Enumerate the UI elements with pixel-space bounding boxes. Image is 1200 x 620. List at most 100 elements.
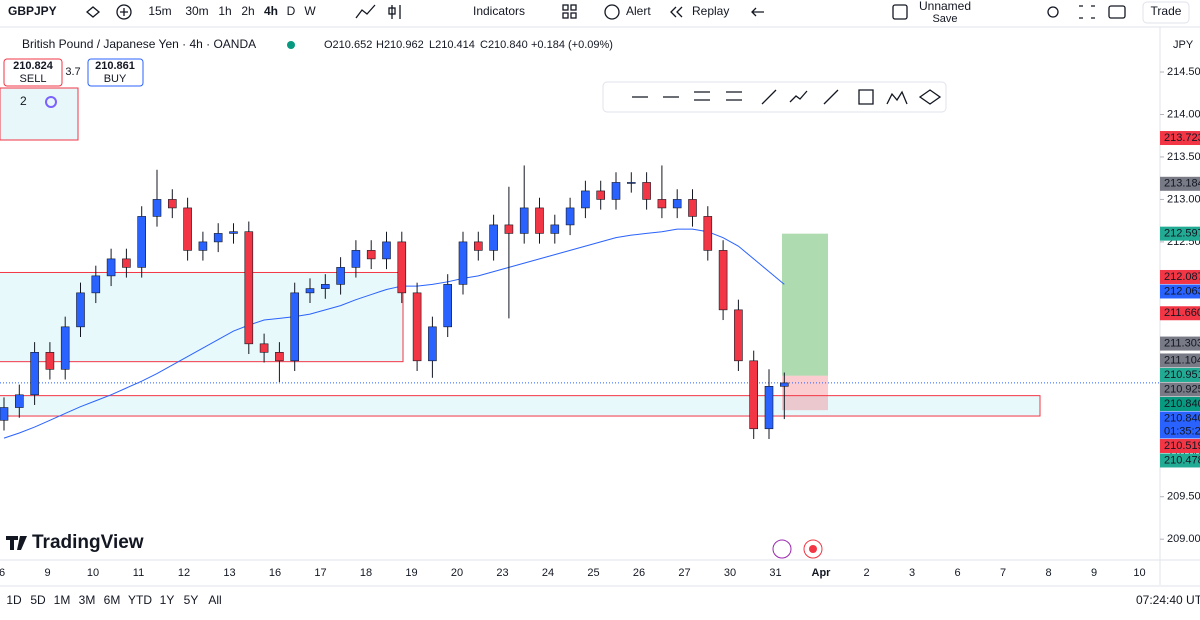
- x-tick-label: 2: [863, 567, 869, 579]
- range-button[interactable]: All: [208, 593, 221, 607]
- buy-price: 210.861: [95, 60, 135, 72]
- candle-body: [30, 352, 39, 396]
- candle-body: [443, 284, 453, 328]
- layout-name: Unnamed: [919, 0, 971, 13]
- replay[interactable]: Replay: [692, 4, 729, 18]
- price-badge-label: 212.063: [1164, 285, 1200, 297]
- price-badge: [1160, 438, 1200, 453]
- flash-icon[interactable]: [772, 539, 792, 559]
- candle-body: [106, 258, 116, 277]
- interval[interactable]: 15m: [148, 4, 171, 18]
- candle-body: [749, 360, 759, 430]
- price-badge: [1160, 269, 1200, 284]
- x-tick-label: 17: [314, 567, 326, 579]
- currency: JPY: [1173, 39, 1194, 51]
- interval[interactable]: 4h: [264, 4, 278, 18]
- legend-high: H210.962: [376, 39, 424, 51]
- price-badge: [1160, 367, 1200, 382]
- interval[interactable]: D: [287, 4, 296, 18]
- candle-body: [76, 292, 85, 328]
- sell-button[interactable]: [3, 58, 63, 87]
- price-badge: [1160, 411, 1200, 439]
- range-button[interactable]: 5D: [30, 593, 46, 607]
- range-button[interactable]: 3M: [79, 593, 96, 607]
- quantity: 2: [20, 94, 27, 108]
- candle-body: [213, 233, 223, 243]
- record-icon[interactable]: [803, 539, 823, 559]
- x-tick-label: 30: [724, 567, 736, 579]
- interval[interactable]: 30m: [185, 4, 208, 18]
- buy-button[interactable]: [87, 58, 144, 87]
- clock: 07:24:40 UTC: [1136, 593, 1200, 607]
- price-badge-label: 212.597: [1164, 228, 1200, 240]
- legend-low: L210.414: [429, 39, 475, 51]
- x-tick-label: 25: [587, 567, 599, 579]
- price-badge: [1160, 382, 1200, 397]
- range-button[interactable]: 1M: [54, 593, 71, 607]
- price-badge: [1160, 176, 1200, 191]
- zone: [0, 395, 1041, 417]
- symbol: GBPJPY: [8, 4, 57, 18]
- x-tick-label: 24: [542, 567, 554, 579]
- candle-body: [734, 309, 743, 362]
- candle-body: [229, 231, 238, 234]
- x-tick-label: 6: [954, 567, 960, 579]
- range-button[interactable]: 1Y: [160, 593, 175, 607]
- candle-body: [581, 190, 590, 209]
- range-button[interactable]: 1D: [6, 593, 22, 607]
- trade[interactable]: Trade: [1151, 4, 1182, 18]
- candle-body: [198, 241, 208, 251]
- candle-body: [473, 241, 483, 251]
- candle-body: [703, 216, 713, 251]
- indicators[interactable]: Indicators: [473, 4, 525, 18]
- candle-body: [672, 199, 682, 209]
- candle-body: [642, 182, 651, 200]
- candle-body: [428, 326, 437, 362]
- x-tick-label: 9: [1091, 567, 1097, 579]
- candle-body: [259, 343, 269, 353]
- moving-average: [3, 228, 785, 439]
- candle-body: [0, 407, 9, 421]
- candle-body: [336, 267, 345, 285]
- candle-body: [366, 250, 376, 260]
- interval[interactable]: 1h: [218, 4, 231, 18]
- candle-body: [382, 241, 391, 260]
- x-tick-label: 20: [451, 567, 463, 579]
- interval[interactable]: 2h: [241, 4, 254, 18]
- sell-price: 210.824: [13, 60, 54, 72]
- record-dot: [809, 545, 817, 553]
- range-button[interactable]: 6M: [104, 593, 121, 607]
- legend-close: C210.840: [480, 39, 528, 51]
- interval[interactable]: W: [304, 4, 316, 18]
- position-target: [782, 233, 828, 376]
- refresh-icon[interactable]: [45, 96, 57, 108]
- x-tick-label: 10: [1133, 567, 1145, 579]
- spread: 3.7: [65, 66, 80, 78]
- drawing-icons: [632, 89, 942, 105]
- x-tick-label: 11: [133, 567, 144, 579]
- x-tick-label: 27: [678, 567, 690, 579]
- trade-button[interactable]: [1142, 1, 1190, 24]
- candle-body: [550, 224, 560, 234]
- candle-body: [137, 216, 146, 268]
- position-stop: [782, 375, 828, 411]
- candle-body: [565, 207, 575, 226]
- x-tick-label: 6: [0, 567, 5, 579]
- alert[interactable]: Alert: [626, 4, 651, 18]
- candle-body: [458, 241, 468, 285]
- candle-body: [519, 207, 529, 234]
- x-tick-label: 19: [405, 567, 417, 579]
- x-tick-label: 3: [909, 567, 915, 579]
- x-tick-label: 26: [633, 567, 645, 579]
- price-badge: [1160, 284, 1200, 299]
- x-tick-label: 16: [269, 567, 281, 579]
- range-button[interactable]: YTD: [128, 593, 152, 607]
- logo: [6, 536, 27, 550]
- x-tick-label: 13: [223, 567, 235, 579]
- price-badge: [1160, 306, 1200, 321]
- candle-body: [412, 292, 422, 362]
- watermark: TradingView: [32, 532, 144, 553]
- range-button[interactable]: 5Y: [184, 593, 199, 607]
- legend-open: O210.652: [324, 39, 372, 51]
